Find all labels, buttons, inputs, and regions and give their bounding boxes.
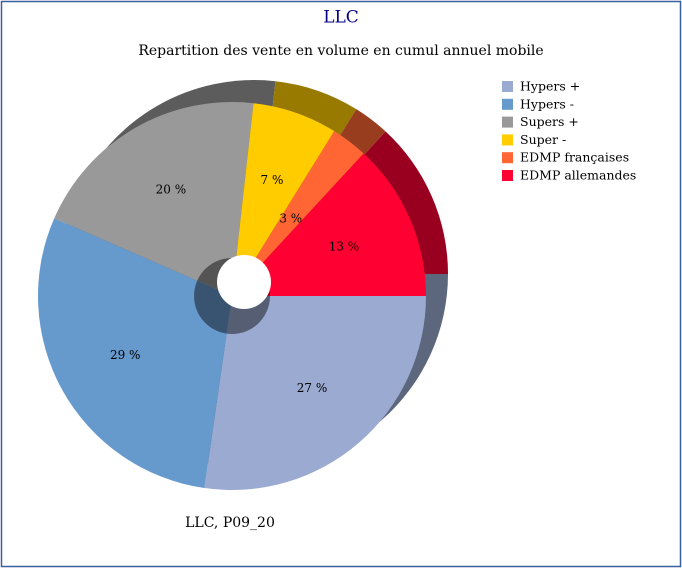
slice xyxy=(54,102,254,296)
data-label: 29 % xyxy=(110,348,141,362)
legend-swatch xyxy=(502,134,513,146)
legend-swatch xyxy=(502,116,513,128)
legend-label: Hypers + xyxy=(520,79,580,94)
legend-swatch xyxy=(502,81,513,92)
hole xyxy=(217,255,271,309)
data-label: 7 % xyxy=(261,173,284,187)
data-label: 3 % xyxy=(279,211,302,225)
annotation: LLC, P09_20 xyxy=(185,515,275,531)
slice xyxy=(37,218,232,489)
slice xyxy=(204,296,426,490)
legend-label: EDMP françaises xyxy=(520,150,629,165)
chart-subtitle: Repartition des vente en volume en cumul… xyxy=(138,43,543,59)
legend-label: EDMP allemandes xyxy=(520,168,636,183)
legend-swatch xyxy=(502,98,513,110)
slice xyxy=(232,103,335,296)
pie: 27 % 29 % 20 % 7 % 3 % 13 % xyxy=(37,102,426,490)
data-label: 13 % xyxy=(329,239,360,253)
legend-label: Supers + xyxy=(520,114,579,129)
legend-label: Hypers - xyxy=(520,96,574,111)
slice xyxy=(232,131,364,296)
slice xyxy=(232,153,426,296)
chart-title: LLC xyxy=(323,8,359,28)
legend-swatch xyxy=(502,170,513,181)
legend-label: Super - xyxy=(520,132,566,147)
data-label: 20 % xyxy=(156,183,187,197)
legend-swatch xyxy=(502,152,513,164)
data-label: 27 % xyxy=(297,381,328,395)
